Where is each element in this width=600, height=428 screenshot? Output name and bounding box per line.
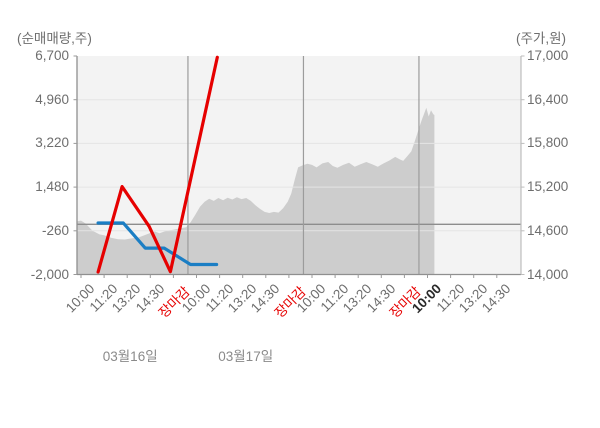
y-axis-tick-label-left: 4,960: [35, 91, 69, 107]
foreign-line-series: [96, 55, 219, 274]
y-axis-tick-label-right: 14,000: [527, 266, 569, 282]
date-label-day2: 03월17일: [218, 349, 274, 364]
y-axis-tick-label-right: 17,000: [527, 48, 569, 63]
y-axis-tick-label-right: 14,600: [527, 222, 569, 238]
right-axis-title: (주가,원): [515, 31, 566, 46]
date-label-day1: 03월16일: [102, 349, 158, 364]
y-axis-tick-label-left: 3,220: [35, 135, 69, 151]
y-axis-tick-label-left: -260: [41, 222, 69, 238]
institution-line-series: [96, 221, 219, 267]
y-axis-tick-label-left: 6,700: [35, 48, 69, 63]
y-axis-tick-label-right: 15,200: [527, 179, 569, 195]
y-axis-tick-label-left: -2,000: [30, 266, 69, 282]
left-axis-title: (순매매량,주): [17, 31, 92, 46]
y-axis-tick-label-right: 15,800: [527, 135, 569, 151]
y-axis-tick-label-right: 16,400: [527, 91, 569, 107]
price-area-series: [77, 107, 435, 275]
y-axis-tick-label-left: 1,480: [35, 179, 69, 195]
